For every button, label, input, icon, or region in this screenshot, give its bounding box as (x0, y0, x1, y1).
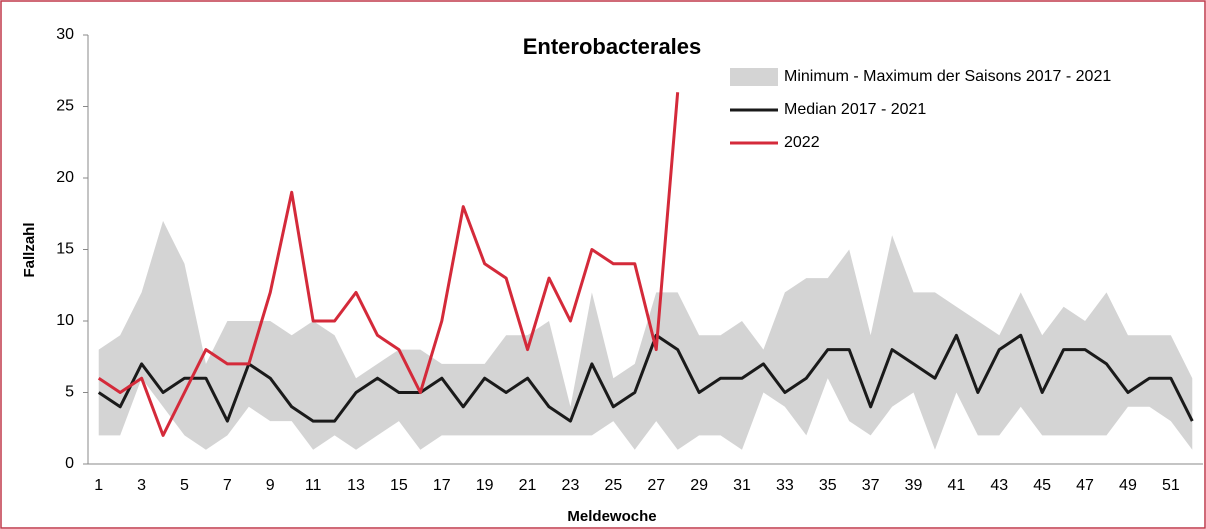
x-tick-label: 11 (305, 477, 322, 494)
x-tick-label: 47 (1076, 477, 1094, 494)
x-tick-label: 5 (180, 477, 189, 494)
legend-swatch (730, 68, 778, 86)
x-tick-label: 19 (476, 477, 494, 494)
x-tick-label: 39 (905, 477, 923, 494)
x-tick-label: 31 (733, 477, 751, 494)
y-tick-label: 10 (56, 312, 74, 329)
y-tick-label: 0 (65, 455, 74, 472)
x-tick-label: 51 (1162, 477, 1180, 494)
x-axis-label: Meldewoche (567, 508, 656, 525)
y-tick-label: 5 (65, 384, 74, 401)
y-tick-label: 25 (56, 98, 74, 115)
x-tick-label: 41 (948, 477, 966, 494)
range-area (98, 220, 1193, 450)
x-tick-label: 43 (990, 477, 1008, 494)
y-tick-label: 30 (56, 26, 74, 43)
legend-label: Minimum - Maximum der Saisons 2017 - 202… (784, 68, 1111, 85)
series-line (97, 333, 1194, 423)
x-tick-label: 23 (562, 477, 580, 494)
x-tick-label: 29 (690, 477, 708, 494)
y-tick-label: 15 (56, 241, 74, 258)
x-tick-label: 25 (604, 477, 622, 494)
x-tick-label: 21 (519, 477, 537, 494)
x-tick-label: 9 (266, 477, 275, 494)
legend-label: 2022 (784, 134, 820, 151)
x-tick-label: 45 (1033, 477, 1051, 494)
x-tick-label: 35 (819, 477, 837, 494)
x-tick-label: 33 (776, 477, 794, 494)
x-tick-label: 37 (862, 477, 880, 494)
x-tick-label: 17 (433, 477, 451, 494)
x-tick-label: 13 (347, 477, 365, 494)
x-tick-label: 7 (223, 477, 232, 494)
x-tick-label: 49 (1119, 477, 1137, 494)
legend-label: Median 2017 - 2021 (784, 101, 926, 118)
x-tick-label: 3 (137, 477, 146, 494)
x-tick-label: 15 (390, 477, 408, 494)
series-line (97, 92, 680, 437)
x-tick-label: 27 (647, 477, 665, 494)
chart-title: Enterobacterales (523, 34, 702, 59)
y-tick-label: 20 (56, 169, 74, 186)
x-tick-label: 1 (94, 477, 103, 494)
y-axis-label: Fallzahl (21, 222, 38, 277)
